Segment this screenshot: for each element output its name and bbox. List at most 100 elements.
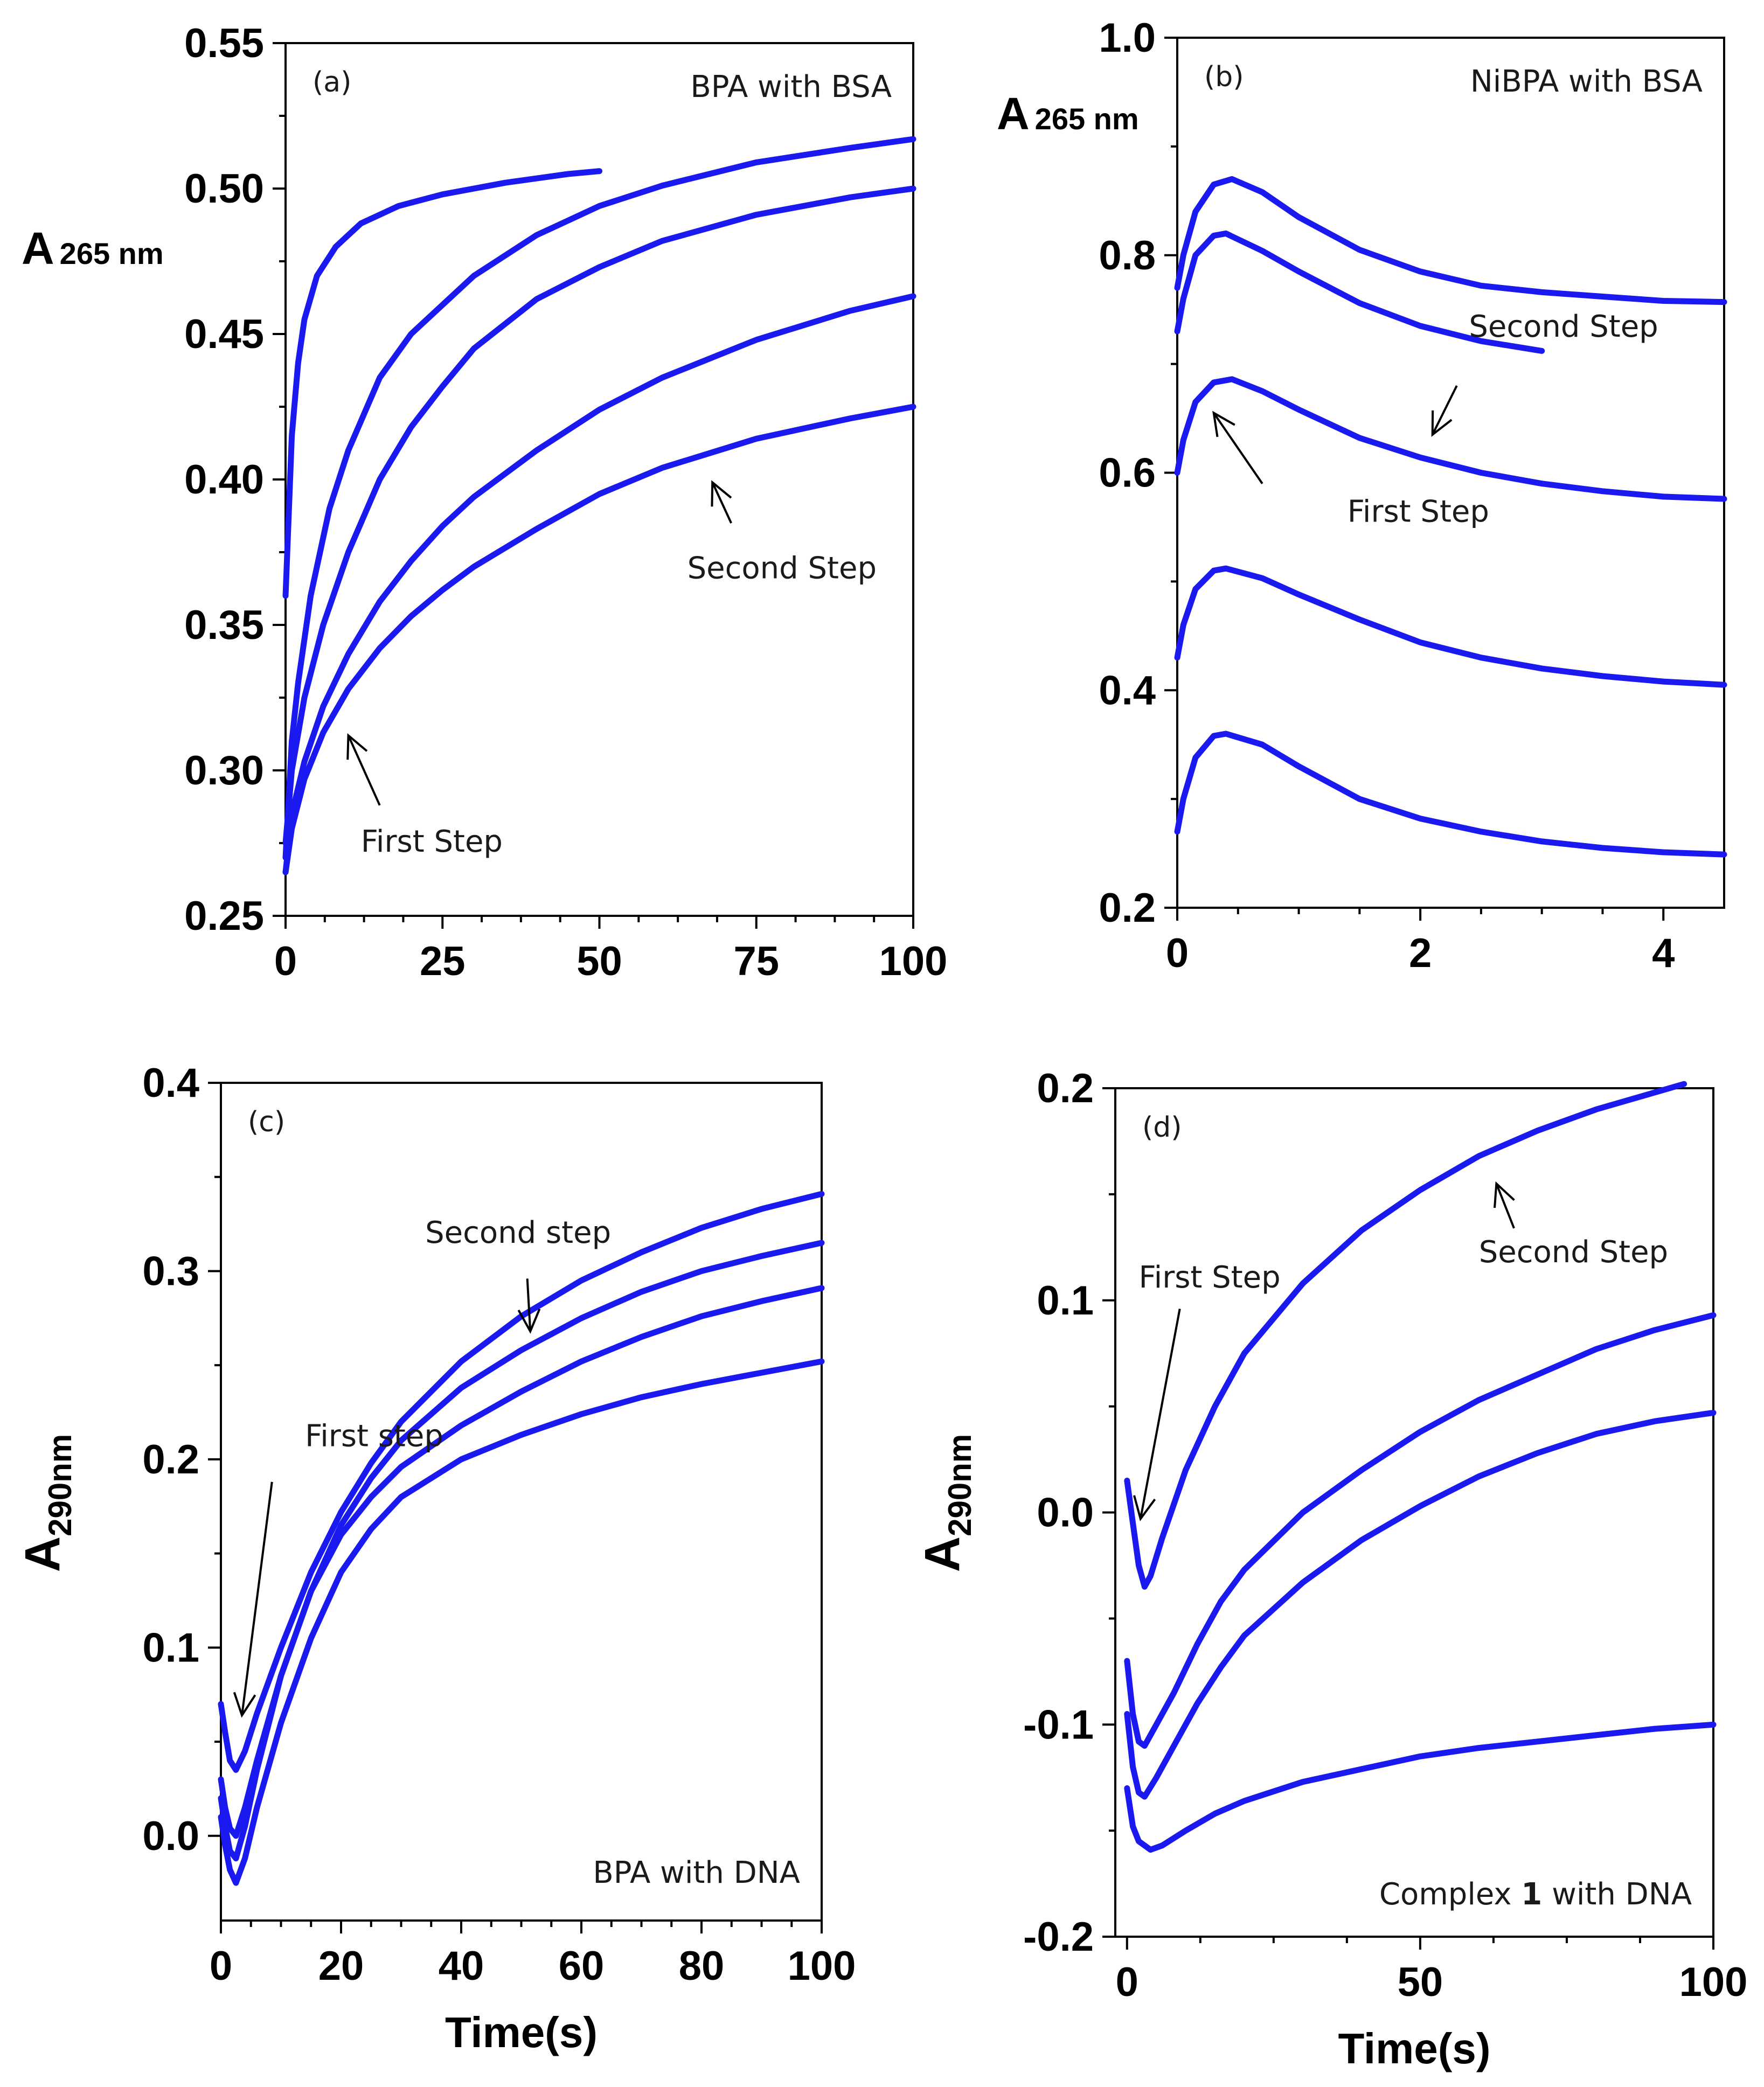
y-tick-label: 1.0 [1099, 15, 1156, 61]
annotation-arrow [241, 1481, 273, 1716]
series-line-3 [218, 1285, 825, 1862]
series-line-2 [1124, 1312, 1717, 1749]
y-tick-label: -0.1 [1023, 1702, 1094, 1748]
x-axis-label: Time(s) [1338, 2025, 1490, 2072]
annotation-label: First step [305, 1418, 443, 1453]
y-tick-label: 0.6 [1099, 450, 1156, 496]
y-tick-label: 0.50 [184, 166, 264, 212]
annotation-label: Second step [425, 1215, 611, 1250]
annotation-arrow [711, 482, 732, 524]
chart-title-part: Complex [1379, 1877, 1521, 1912]
annotation-arrow [1213, 412, 1263, 484]
annotation-label: First Step [361, 824, 503, 859]
y-tick-label: 0.1 [142, 1625, 199, 1671]
annotation-label: Second Step [1469, 309, 1658, 344]
x-tick-label: 100 [1679, 1959, 1748, 2005]
series-line-2 [1174, 230, 1545, 354]
x-tick-label: 2 [1409, 930, 1432, 976]
annotation-arrow [1139, 1309, 1181, 1519]
x-tick-label: 80 [679, 1943, 725, 1989]
chart-title: Complex 1 with DNA [1379, 1877, 1692, 1912]
annotation-arrowhead [517, 1308, 541, 1334]
panel-a: 0.25 0.30 0.35 0.40 0.45 0.50 0.55 0 25 50 75 100 (a… [22, 20, 947, 984]
chart-title: BPA with DNA [593, 1855, 800, 1890]
x-tick-label: 0 [210, 1943, 232, 1989]
y-tick-label: 0.8 [1099, 233, 1156, 279]
series-line-4 [1174, 565, 1727, 688]
x-tick-label: 0 [274, 938, 297, 984]
y-axis-label: A290nm [15, 1434, 78, 1573]
annotation-arrow [526, 1278, 532, 1332]
y-tick-label: 0.4 [142, 1060, 199, 1106]
panel-c: 0.0 0.1 0.2 0.3 0.4 0 20 40 60 80 100 (c) BPA with D… [15, 1060, 856, 2056]
y-axis-label-sub: 265 nm [1035, 102, 1139, 136]
plot-frame [220, 1082, 823, 1922]
y-tick-label: 0.2 [1099, 885, 1156, 931]
y-tick-label: 0.4 [1099, 667, 1156, 713]
x-tick-label: 0 [1116, 1959, 1138, 2005]
y-tick-label: 0.2 [142, 1437, 199, 1483]
annotation-label: Second Step [1479, 1235, 1668, 1270]
annotation-arrow [347, 735, 381, 806]
annotation-arrow [1495, 1183, 1515, 1229]
x-tick-label: 50 [1398, 1959, 1443, 2005]
y-axis-label-main: A [997, 88, 1030, 139]
panel-label: (c) [248, 1106, 285, 1138]
series-line-5 [1174, 731, 1727, 858]
x-tick-label: 50 [577, 938, 622, 984]
series-line-5 [282, 404, 916, 875]
x-tick-label: 25 [420, 938, 466, 984]
series-line-4 [218, 1358, 825, 1886]
y-tick-label: 0.3 [142, 1248, 199, 1294]
chart-title: NiBPA with BSA [1470, 64, 1703, 99]
y-axis-label: A 265 nm [22, 223, 164, 274]
panel-b: 0.2 0.4 0.6 0.8 1.0 0 2 4 (b) NiBPA with BSA A 265 … [997, 15, 1727, 976]
y-axis-label-main: A [22, 223, 54, 274]
y-axis-label-main: A [915, 1536, 970, 1572]
y-tick-label: 0.40 [184, 457, 264, 503]
panel-label: (a) [312, 66, 351, 99]
y-tick-label: 0.45 [184, 311, 264, 357]
y-tick-label: -0.2 [1023, 1914, 1094, 1960]
series-line-3 [1124, 1409, 1717, 1800]
series-line-4 [282, 293, 916, 875]
x-tick-label: 4 [1652, 930, 1675, 976]
x-tick-label: 100 [879, 938, 948, 984]
annotation-label: First Step [1139, 1260, 1281, 1295]
annotation-arrow [1431, 385, 1458, 435]
series-line-1 [1174, 176, 1727, 305]
y-tick-label: 0.55 [184, 20, 264, 66]
series-line-2 [282, 136, 916, 861]
annotation-arrowhead [233, 1692, 256, 1718]
y-tick-label: 0.0 [142, 1813, 199, 1859]
y-axis-label-main: A [15, 1536, 70, 1572]
annotation-arrowhead [1133, 1495, 1156, 1521]
x-tick-label: 0 [1166, 930, 1189, 976]
series-line-3 [282, 185, 916, 846]
annotation-arrowhead [1431, 410, 1453, 437]
series-line-3 [1174, 376, 1727, 502]
series-line-1 [282, 168, 602, 599]
chart-title: BPA with BSA [690, 69, 892, 105]
y-tick-label: 0.35 [184, 602, 264, 648]
y-axis-label: A 265 nm [997, 88, 1139, 139]
series-line-2 [218, 1240, 825, 1839]
chart-title-part: with DNA [1542, 1877, 1692, 1912]
series-line-1 [1124, 1081, 1687, 1590]
annotation-arrowhead [1212, 411, 1235, 437]
y-tick-label: 0.0 [1037, 1490, 1094, 1536]
y-tick-label: 0.2 [1037, 1066, 1094, 1111]
annotation-arrowhead [711, 480, 732, 507]
y-axis-label-sub: 265 nm [60, 236, 164, 270]
x-tick-label: 100 [788, 1943, 856, 1989]
y-axis-label-sub: 290nm [42, 1434, 78, 1536]
chart-title-bold: 1 [1521, 1877, 1542, 1912]
panel-label: (b) [1204, 61, 1244, 93]
x-tick-label: 40 [439, 1943, 484, 1989]
x-tick-label: 20 [318, 1943, 364, 1989]
annotation-label: Second Step [687, 551, 877, 586]
x-tick-label: 60 [559, 1943, 605, 1989]
x-axis-label: Time(s) [445, 2008, 598, 2056]
series-line-1 [218, 1191, 825, 1773]
